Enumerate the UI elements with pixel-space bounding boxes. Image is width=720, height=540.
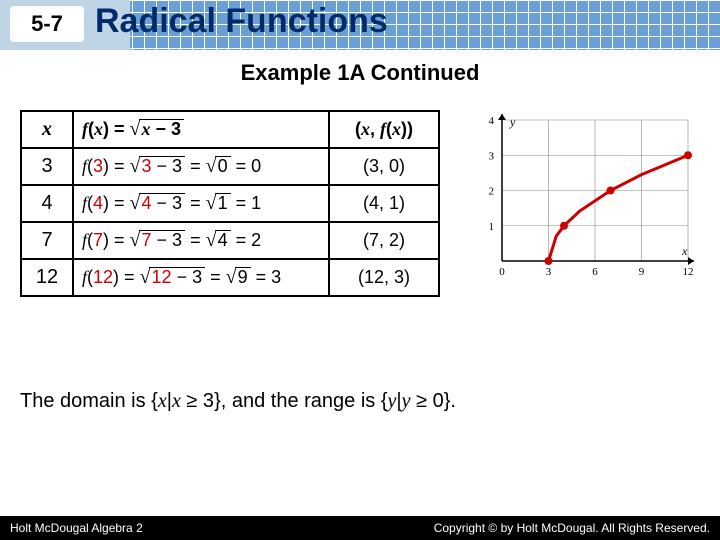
header-fx: f(x) = √x − 3 bbox=[73, 111, 329, 148]
svg-text:3: 3 bbox=[546, 266, 552, 278]
table-row: 12 f(12) = √12 − 3 = √9 = 3 (12, 3) bbox=[21, 259, 439, 296]
svg-text:x: x bbox=[681, 244, 688, 258]
svg-text:y: y bbox=[509, 115, 516, 129]
svg-text:0: 0 bbox=[499, 266, 505, 278]
svg-text:3: 3 bbox=[489, 150, 495, 162]
header-x: x bbox=[42, 118, 52, 140]
cell-pair: (12, 3) bbox=[329, 259, 439, 296]
svg-text:2: 2 bbox=[489, 186, 495, 198]
section-pill: 5-7 bbox=[10, 6, 84, 42]
footer-left: Holt McDougal Algebra 2 bbox=[10, 521, 143, 535]
cell-pair: (3, 0) bbox=[329, 148, 439, 185]
footer-right: Copyright © by Holt McDougal. All Rights… bbox=[434, 521, 710, 535]
cell-x: 3 bbox=[21, 148, 73, 185]
svg-text:1: 1 bbox=[489, 221, 495, 233]
domain-range-text: The domain is {x|x ≥ 3}, and the range i… bbox=[20, 390, 456, 413]
svg-text:12: 12 bbox=[683, 266, 694, 278]
cell-x: 4 bbox=[21, 185, 73, 222]
function-graph: 0369121234xy bbox=[470, 110, 700, 285]
cell-pair: (7, 2) bbox=[329, 222, 439, 259]
table-row: 3 f(3) = √3 − 3 = √0 = 0 (3, 0) bbox=[21, 148, 439, 185]
section-number: 5-7 bbox=[31, 11, 63, 37]
cell-fx: f(12) = √12 − 3 = √9 = 3 bbox=[73, 259, 329, 296]
example-subtitle: Example 1A Continued bbox=[0, 60, 720, 86]
svg-text:9: 9 bbox=[639, 266, 645, 278]
svg-text:4: 4 bbox=[489, 115, 495, 127]
table-row: 7 f(7) = √7 − 3 = √4 = 2 (7, 2) bbox=[21, 222, 439, 259]
header-pair: (x, f(x)) bbox=[329, 111, 439, 148]
cell-x: 12 bbox=[21, 259, 73, 296]
svg-text:6: 6 bbox=[592, 266, 598, 278]
cell-fx: f(3) = √3 − 3 = √0 = 0 bbox=[73, 148, 329, 185]
table-row: 4 f(4) = √4 − 3 = √1 = 1 (4, 1) bbox=[21, 185, 439, 222]
cell-pair: (4, 1) bbox=[329, 185, 439, 222]
footer-bar: Holt McDougal Algebra 2 Copyright © by H… bbox=[0, 516, 720, 540]
cell-fx: f(7) = √7 − 3 = √4 = 2 bbox=[73, 222, 329, 259]
cell-x: 7 bbox=[21, 222, 73, 259]
table-header-row: x f(x) = √x − 3 (x, f(x)) bbox=[21, 111, 439, 148]
cell-fx: f(4) = √4 − 3 = √1 = 1 bbox=[73, 185, 329, 222]
chapter-title: Radical Functions bbox=[95, 2, 388, 41]
values-table: x f(x) = √x − 3 (x, f(x)) 3 f(3) = √3 − … bbox=[20, 110, 440, 297]
